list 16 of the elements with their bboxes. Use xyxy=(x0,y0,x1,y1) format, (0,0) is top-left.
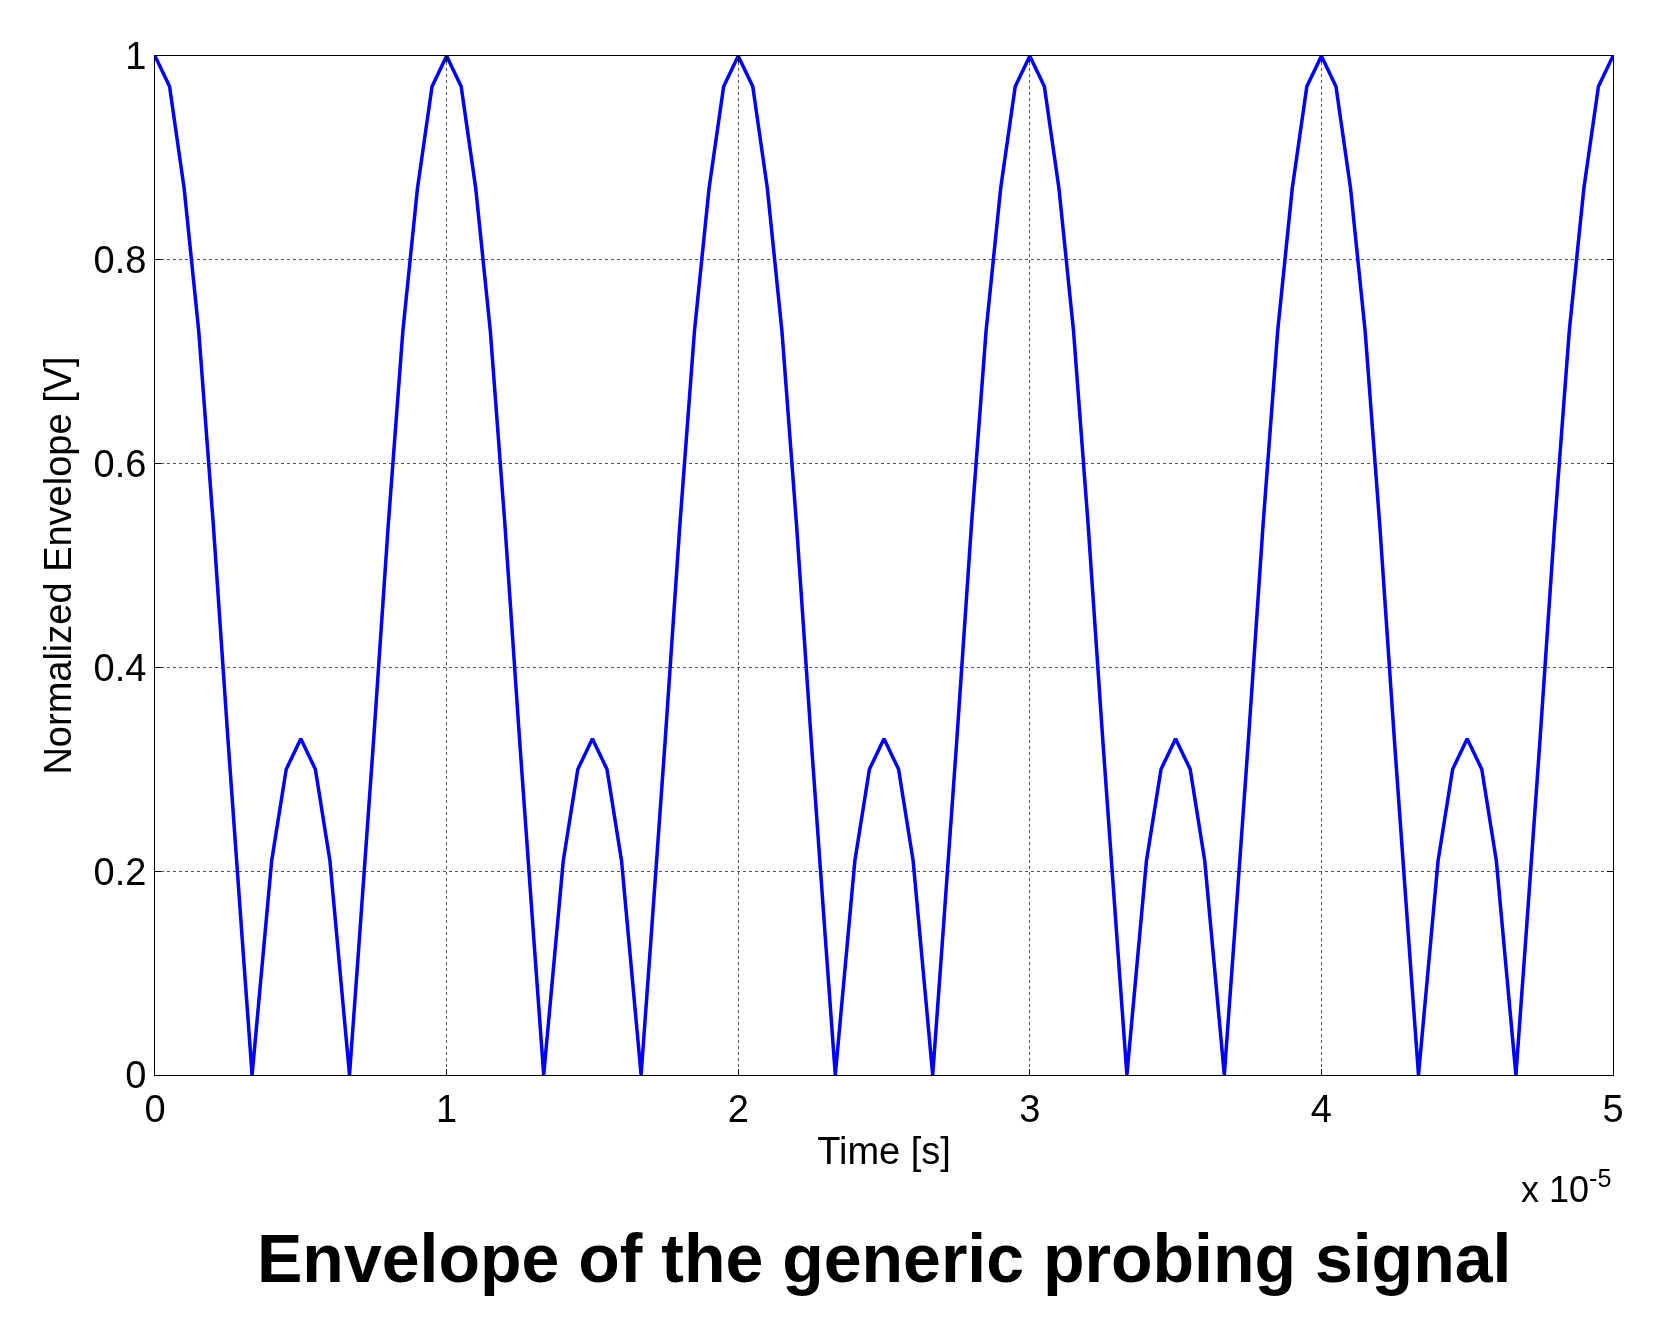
x-tick-label: 1 xyxy=(436,1087,458,1130)
y-tick-label: 0 xyxy=(125,1054,147,1097)
text: x 10$^{-5}$ xyxy=(1521,1164,1612,1211)
x-axis-title: Time [s] xyxy=(817,1129,951,1172)
x-tick-label: 4 xyxy=(1310,1087,1332,1130)
y-tick-label: 1 xyxy=(125,35,147,78)
x-tick-label: 2 xyxy=(727,1087,749,1130)
y-tick-label: 0.6 xyxy=(93,442,147,485)
text: Envelope of the generic probing signal xyxy=(257,1220,1512,1296)
y-axis-title: Normalized Envelope [V] xyxy=(36,356,79,775)
y-tick-label: 0.2 xyxy=(93,850,147,893)
x-tick-label: 3 xyxy=(1019,1087,1041,1130)
x-tick-label: 5 xyxy=(1602,1087,1624,1130)
y-tick-label: 0.4 xyxy=(93,646,147,689)
line-series xyxy=(155,56,1613,1075)
y-tick-label: 0.8 xyxy=(93,239,147,282)
